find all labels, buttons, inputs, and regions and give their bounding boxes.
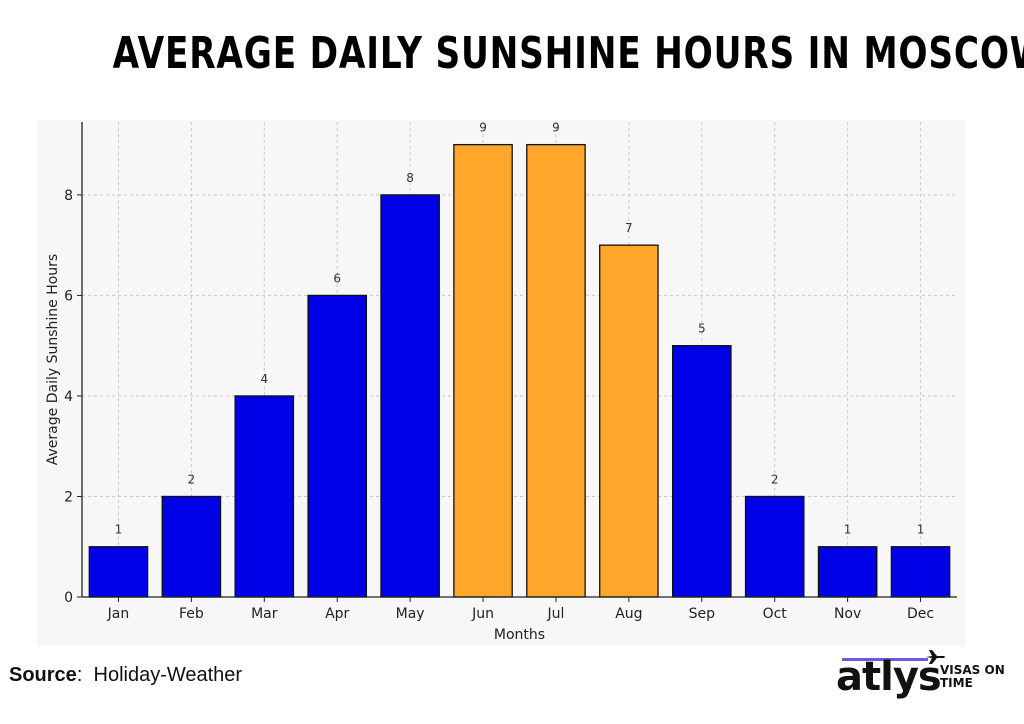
data-label-dec: 1 bbox=[917, 523, 925, 537]
x-tick-label-nov: Nov bbox=[834, 606, 861, 622]
brand-underline bbox=[842, 658, 928, 661]
bar-oct bbox=[744, 495, 805, 598]
bar-dec bbox=[890, 546, 951, 598]
data-label-oct: 2 bbox=[771, 472, 779, 486]
data-label-jan: 1 bbox=[115, 523, 123, 537]
x-tick-label-dec: Dec bbox=[907, 606, 934, 622]
bar-aug bbox=[599, 244, 659, 598]
y-tick-label: 0 bbox=[64, 590, 73, 606]
x-tick-label-sep: Sep bbox=[689, 606, 716, 622]
data-label-apr: 6 bbox=[333, 271, 341, 285]
bar-mar bbox=[234, 395, 295, 598]
x-tick-label-jul: Jul bbox=[547, 606, 565, 622]
source-label: Source bbox=[9, 664, 77, 686]
source-separator: : bbox=[76, 664, 83, 686]
data-label-mar: 4 bbox=[260, 372, 268, 386]
data-label-sep: 5 bbox=[698, 322, 706, 336]
y-tick-label: 4 bbox=[64, 389, 73, 405]
bar-feb bbox=[161, 495, 222, 598]
data-label-aug: 7 bbox=[625, 221, 633, 235]
x-tick-label-may: May bbox=[396, 606, 425, 622]
brand-tagline-line1: VISAS ON bbox=[940, 663, 1005, 677]
chart-panel: 1 2 4 6 8 9 9 7 5 2 1 1 0 2 4 6 8 Jan Feb Mar Apr May Jun Jul Au… bbox=[37, 120, 965, 646]
brand-tagline: VISAS ON TIME bbox=[940, 664, 1005, 690]
bar-nov bbox=[817, 546, 878, 598]
bar-sep bbox=[671, 345, 732, 598]
brand-logo: atlys VISAS ON TIME bbox=[836, 650, 1016, 710]
source-note: Source: Holiday-Weather bbox=[9, 664, 242, 687]
bar-jan bbox=[88, 546, 149, 598]
bar-jul bbox=[526, 143, 586, 598]
brand-tagline-line2: TIME bbox=[940, 676, 973, 690]
source-value: Holiday-Weather bbox=[93, 664, 243, 686]
y-tick-label: 2 bbox=[64, 489, 73, 505]
x-axis-label: Months bbox=[494, 627, 545, 643]
x-tick-label-oct: Oct bbox=[763, 606, 788, 622]
x-tick-label-jun: Jun bbox=[471, 606, 494, 622]
brand-name: atlys bbox=[836, 654, 942, 700]
bar-apr bbox=[307, 294, 368, 598]
x-tick-label-feb: Feb bbox=[179, 606, 204, 622]
y-tick-label: 6 bbox=[64, 288, 73, 304]
bar-chart: 1 2 4 6 8 9 9 7 5 2 1 1 0 2 4 6 8 Jan Feb Mar Apr May Jun Jul Au… bbox=[45, 121, 957, 643]
data-label-jul: 9 bbox=[552, 121, 560, 135]
airplane-icon bbox=[926, 650, 945, 664]
y-tick-label: 8 bbox=[64, 188, 73, 204]
bar-jun bbox=[453, 143, 513, 598]
bar-may bbox=[380, 194, 440, 598]
data-label-may: 8 bbox=[406, 171, 414, 185]
data-label-nov: 1 bbox=[844, 523, 852, 537]
data-label-jun: 9 bbox=[479, 121, 487, 135]
x-tick-label-apr: Apr bbox=[325, 606, 349, 622]
data-label-feb: 2 bbox=[188, 472, 196, 486]
y-axis-label: Average Daily Sunshine Hours bbox=[45, 254, 61, 465]
x-tick-label-mar: Mar bbox=[251, 606, 278, 622]
x-tick-label-jan: Jan bbox=[107, 606, 130, 622]
page-title: AVERAGE DAILY SUNSHINE HOURS IN MOSCOW bbox=[112, 28, 1024, 79]
x-tick-label-aug: Aug bbox=[615, 606, 642, 622]
